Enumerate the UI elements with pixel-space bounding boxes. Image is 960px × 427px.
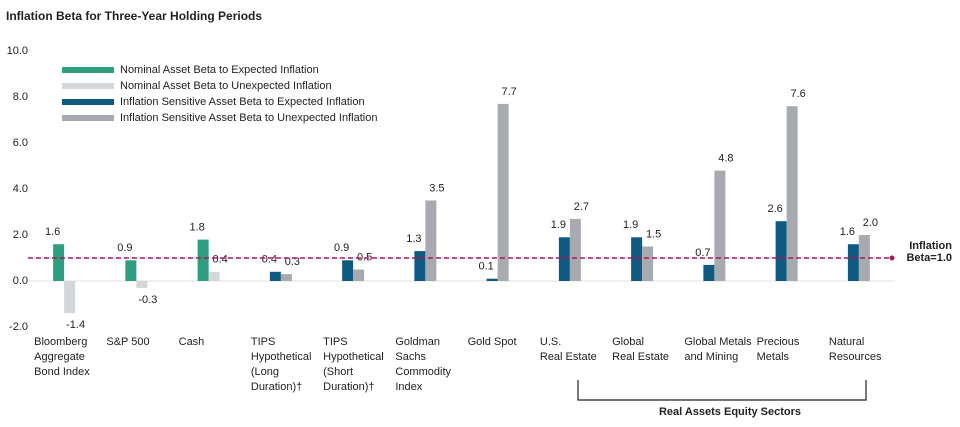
data-label: 3.5 <box>429 182 444 194</box>
legend-swatch <box>62 83 114 89</box>
x-tick-label: U.S. <box>540 336 561 348</box>
bar <box>703 264 715 281</box>
x-tick-label: Duration)† <box>323 381 374 393</box>
x-tick-label: Gold Spot <box>468 336 517 348</box>
data-label: 4.8 <box>718 153 733 165</box>
legend-label: Inflation Sensitive Asset Beta to Expect… <box>120 96 365 108</box>
data-label: -0.3 <box>138 294 157 306</box>
reference-label: Beta=1.0 <box>906 252 952 264</box>
data-label: 1.9 <box>623 219 638 231</box>
x-tick-label: and Mining <box>684 351 738 363</box>
data-label: 2.0 <box>863 217 878 229</box>
x-tick-label: Hypothetical <box>323 351 384 363</box>
data-label: 7.6 <box>790 88 805 100</box>
data-label: -1.4 <box>66 319 85 331</box>
x-tick-label: Cash <box>179 336 205 348</box>
x-tick-label: Resources <box>829 351 882 363</box>
bar <box>53 244 65 281</box>
bar <box>208 271 220 281</box>
x-tick-label: Global Metals <box>684 336 752 348</box>
y-tick-label: 4.0 <box>13 183 28 195</box>
y-tick-label: 8.0 <box>13 91 28 103</box>
x-tick-label: Duration)† <box>251 381 302 393</box>
data-label: 1.6 <box>45 226 60 238</box>
bar <box>486 278 498 281</box>
x-tick-label: Aggregate <box>34 351 85 363</box>
x-tick-label: S&P 500 <box>106 336 149 348</box>
y-tick-label: -2.0 <box>9 321 28 333</box>
legend-swatch <box>62 115 114 121</box>
bar <box>631 237 643 281</box>
data-label: 0.3 <box>285 256 300 268</box>
x-tick-label: (Long <box>251 366 279 378</box>
group-bracket <box>577 380 867 401</box>
data-label: 1.5 <box>646 228 661 240</box>
data-label: 7.7 <box>501 86 516 98</box>
y-tick-label: 0.0 <box>13 275 28 287</box>
data-label: 1.3 <box>406 233 421 245</box>
reference-label: Inflation <box>909 240 952 252</box>
x-tick-label: Commodity <box>395 366 451 378</box>
y-tick-label: 6.0 <box>13 137 28 149</box>
data-label: 1.6 <box>840 226 855 238</box>
data-label: 0.4 <box>212 254 227 266</box>
x-tick-label: TIPS <box>251 336 275 348</box>
data-label: 0.1 <box>478 261 493 273</box>
x-tick-label: Natural <box>829 336 864 348</box>
bar <box>125 260 137 281</box>
data-label: 0.4 <box>262 254 277 266</box>
x-tick-label: Index <box>395 381 422 393</box>
x-tick-label: Real Estate <box>612 351 669 363</box>
bar <box>847 244 859 281</box>
data-label: 0.9 <box>117 242 132 254</box>
legend-label: Nominal Asset Beta to Unexpected Inflati… <box>120 80 332 92</box>
data-label: 1.9 <box>551 219 566 231</box>
bar <box>414 251 426 281</box>
x-tick-label: (Short <box>323 366 353 378</box>
bar <box>136 281 148 288</box>
x-tick-label: Global <box>612 336 644 348</box>
data-label: 0.7 <box>695 247 710 259</box>
x-tick-label: TIPS <box>323 336 347 348</box>
x-tick-label: Sachs <box>395 351 426 363</box>
reference-dot <box>889 255 895 261</box>
x-tick-label: Goldman <box>395 336 440 348</box>
bar <box>558 237 570 281</box>
bar <box>64 281 76 314</box>
y-tick-label: 2.0 <box>13 229 28 241</box>
legend-swatch <box>62 67 114 73</box>
data-label: 1.8 <box>189 222 204 234</box>
x-tick-label: Bond Index <box>34 366 90 378</box>
data-label: 0.9 <box>334 242 349 254</box>
bar <box>280 274 292 281</box>
bar <box>497 103 509 282</box>
bar <box>269 271 281 281</box>
bar <box>569 218 581 281</box>
bar <box>775 221 787 281</box>
x-tick-label: Hypothetical <box>251 351 312 363</box>
bar <box>425 200 437 281</box>
bar <box>197 239 209 281</box>
data-label: 2.6 <box>767 203 782 215</box>
data-label: 2.7 <box>574 201 589 213</box>
bar <box>786 106 798 281</box>
legend-swatch <box>62 99 114 105</box>
bar <box>342 260 354 281</box>
bar <box>714 170 726 281</box>
legend-label: Inflation Sensitive Asset Beta to Unexpe… <box>120 112 377 124</box>
x-tick-label: Bloomberg <box>34 336 87 348</box>
x-tick-label: Metals <box>757 351 790 363</box>
group-label: Real Assets Equity Sectors <box>659 406 801 418</box>
y-tick-label: 10.0 <box>7 45 28 57</box>
x-tick-label: Real Estate <box>540 351 597 363</box>
bar <box>353 269 365 281</box>
chart-title: Inflation Beta for Three-Year Holding Pe… <box>6 9 262 23</box>
bar <box>642 246 654 281</box>
legend-label: Nominal Asset Beta to Expected Inflation <box>120 64 319 76</box>
x-tick-label: Precious <box>757 336 800 348</box>
